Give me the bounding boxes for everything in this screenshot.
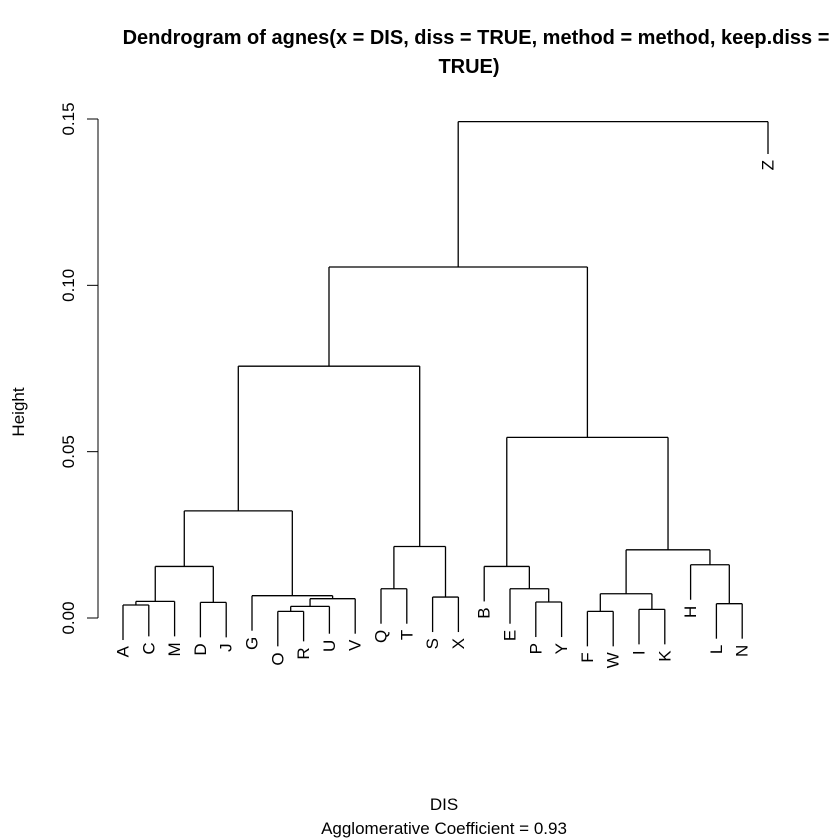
chart-title-line2: TRUE) (438, 56, 499, 78)
leaf-label-j: J (217, 643, 236, 652)
leaf-label-q: Q (372, 630, 391, 643)
y-tick-label: 0.15 (59, 102, 78, 135)
leaf-labels: A C M D J GO RU VQ TS X B EP YF W I K H L N Z (114, 160, 778, 668)
leaf-label-b: B (475, 607, 494, 618)
agglomerative-coefficient: Agglomerative Coefficient = 0.93 (321, 819, 567, 838)
leaf-label-w: W (604, 652, 623, 668)
leaf-label-f: F (578, 652, 597, 662)
leaf-label-a: A (114, 645, 133, 657)
leaf-label-d: D (191, 643, 210, 655)
y-tick-label: 0.00 (59, 601, 78, 634)
leaf-label-y: Y (552, 643, 571, 654)
leaf-label-t: T (397, 630, 416, 640)
leaf-label-u: U (320, 640, 339, 652)
leaf-label-o: O (268, 652, 287, 665)
leaf-label-h: H (681, 606, 700, 618)
leaf-label-k: K (655, 650, 674, 662)
leaf-label-r: R (294, 647, 313, 659)
leaf-label-x: X (449, 638, 468, 649)
leaf-label-g: G (243, 637, 262, 650)
leaf-label-s: S (423, 638, 442, 649)
leaf-label-p: P (526, 643, 545, 654)
x-axis-label: DIS (430, 795, 458, 814)
y-axis-label: Height (9, 387, 28, 436)
chart-title-line1: Dendrogram of agnes(x = DIS, diss = TRUE… (123, 27, 830, 49)
leaf-label-l: L (707, 645, 726, 654)
leaf-label-i: I (630, 650, 649, 655)
y-tick-label: 0.10 (59, 269, 78, 302)
y-axis: 0.00 0.05 0.10 0.15 (59, 102, 99, 635)
leaf-label-e: E (501, 630, 520, 641)
leaf-label-v: V (346, 639, 365, 651)
leaf-label-c: C (139, 642, 158, 654)
leaf-label-n: N (733, 645, 752, 657)
y-tick-label: 0.05 (59, 435, 78, 468)
leaf-label-z: Z (759, 160, 778, 170)
leaf-label-m: M (165, 642, 184, 656)
dendrogram-tree (122, 121, 769, 647)
